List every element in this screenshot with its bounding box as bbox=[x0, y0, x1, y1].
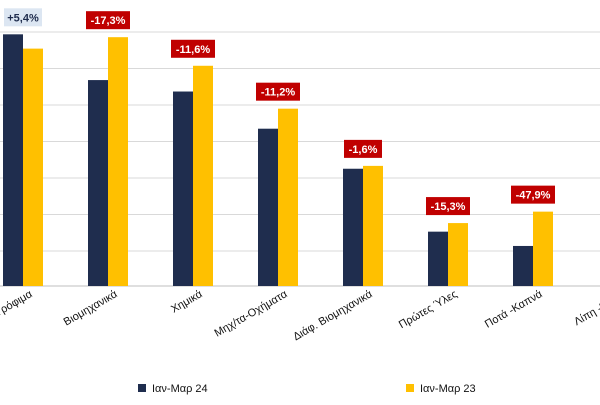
data-label: -11,2% bbox=[256, 82, 300, 101]
data-label: -17,3% bbox=[86, 11, 130, 30]
bar-series-2 bbox=[108, 37, 128, 287]
legend-swatch-series-2 bbox=[406, 384, 414, 392]
x-tick-labels: Τρόφιμα Βιομηχανικά Χημικά Μηχ/τα-Οχήματα Δι… bbox=[0, 288, 600, 343]
bar-series-2 bbox=[23, 48, 43, 287]
data-label-box bbox=[256, 82, 300, 101]
data-label-box bbox=[344, 139, 382, 158]
data-label: -11,6% bbox=[171, 39, 215, 58]
x-tick-label: Λίπη -Έλαια bbox=[572, 288, 600, 328]
bars bbox=[3, 34, 553, 287]
x-tick-label: Διάφ. Βιομηχανικά bbox=[291, 288, 375, 343]
data-label-text: -47,9% bbox=[516, 190, 551, 202]
bar-series-2 bbox=[363, 165, 383, 286]
data-label: -15,3% bbox=[426, 197, 470, 216]
bar-series-1 bbox=[343, 168, 363, 286]
legend-swatch-series-1 bbox=[138, 384, 146, 392]
bar-series-1 bbox=[88, 80, 108, 286]
data-label-box bbox=[86, 11, 130, 30]
data-label-box bbox=[4, 8, 42, 27]
x-tick-label: Μηχ/τα-Οχήματα bbox=[212, 288, 290, 340]
bar-series-1 bbox=[173, 91, 193, 287]
bar-series-2 bbox=[193, 65, 213, 286]
data-label-text: -11,6% bbox=[176, 44, 210, 56]
bar-series-1 bbox=[3, 34, 23, 286]
bar-series-2 bbox=[448, 223, 468, 286]
data-label-text: -11,2% bbox=[261, 87, 295, 99]
data-label-box bbox=[171, 39, 215, 58]
data-label: -47,9% bbox=[511, 185, 555, 204]
legend: Ιαν-Μαρ 24 Ιαν-Μαρ 23 bbox=[138, 383, 476, 395]
bar-series-1 bbox=[513, 245, 533, 286]
data-label: -1,6% bbox=[344, 139, 382, 158]
legend-label-series-2: Ιαν-Μαρ 23 bbox=[420, 383, 476, 395]
data-labels: +5,4% -17,3% -11,6% -11,2% -1,6% -15,3% -47,9% bbox=[4, 8, 555, 216]
bar-series-1 bbox=[258, 128, 278, 286]
bar-series-2 bbox=[278, 108, 298, 287]
data-label-box bbox=[426, 197, 470, 216]
x-tick-label: Πρώτες Ύλες bbox=[397, 288, 460, 331]
bar-series-1 bbox=[428, 231, 448, 286]
x-tick-label: Ποτά -Καπνά bbox=[483, 288, 545, 331]
x-tick-label: Βιομηχανικά bbox=[62, 288, 120, 329]
data-label: +5,4% bbox=[4, 8, 42, 27]
data-label-text: -1,6% bbox=[349, 144, 378, 156]
data-label-text: +5,4% bbox=[7, 12, 39, 24]
legend-label-series-1: Ιαν-Μαρ 24 bbox=[152, 383, 208, 395]
data-label-text: -15,3% bbox=[431, 201, 466, 213]
bar-series-2 bbox=[533, 211, 553, 286]
data-label-box bbox=[511, 185, 555, 204]
data-label-text: -17,3% bbox=[91, 15, 126, 27]
x-tick-label: Τρόφιμα bbox=[0, 288, 35, 319]
x-tick-label: Χημικά bbox=[169, 288, 205, 316]
